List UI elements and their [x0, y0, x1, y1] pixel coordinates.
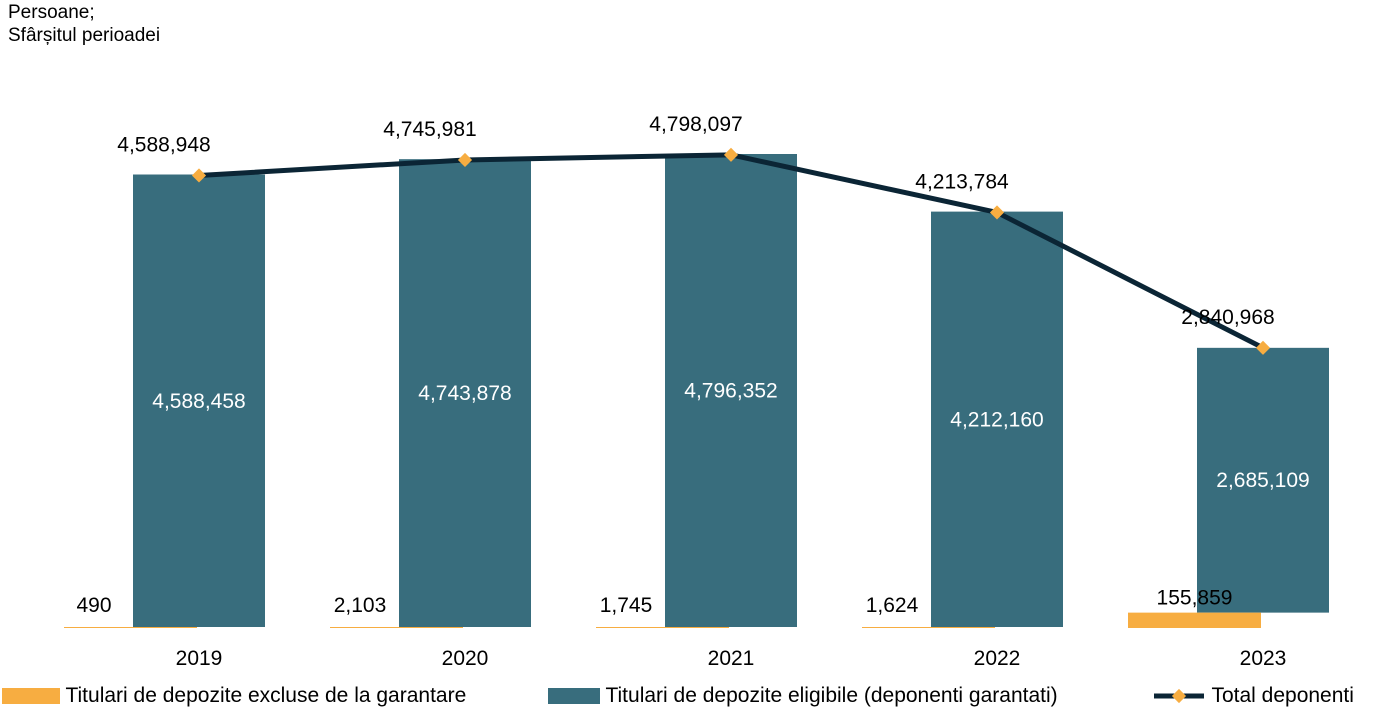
excluded-value-label-2021: 1,745	[600, 594, 653, 617]
excluded-bar-2022	[862, 627, 995, 628]
excluded-value-label-2020: 2,103	[334, 594, 387, 617]
total-value-label-2019: 4,588,948	[117, 133, 210, 156]
excluded-value-label-2022: 1,624	[866, 594, 919, 617]
x-tick-label-2023: 2023	[1240, 647, 1287, 670]
x-axis: 2019 2020 2021 2022 2023	[176, 647, 1287, 670]
excluded-bar-2019	[64, 627, 197, 628]
excluded-value-label-2023: 155,859	[1157, 587, 1233, 610]
eligible-value-label-2022: 4,212,160	[950, 408, 1043, 431]
x-tick-label-2022: 2022	[974, 647, 1021, 670]
excluded-bar-2020	[330, 627, 463, 628]
data-labels: 4,588,458 490 4,743,878 2,103 4,796,352 1,745…	[76, 113, 1309, 617]
eligible-value-label-2020: 4,743,878	[418, 382, 511, 405]
eligible-bar-2022	[931, 211, 1063, 628]
total-marker-2019	[191, 168, 207, 183]
legend-item-excluded: Titulari de depozite excluse de la garan…	[2, 684, 466, 708]
eligible-bars	[133, 154, 1329, 628]
x-tick-label-2019: 2019	[176, 647, 223, 670]
x-tick-label-2020: 2020	[442, 647, 489, 670]
x-tick-label-2021: 2021	[708, 647, 755, 670]
eligible-bar-2019	[133, 174, 265, 627]
legend-swatch-excluded	[2, 688, 60, 705]
excluded-bars	[64, 612, 1261, 628]
legend-item-eligible: Titulari de depozite eligibile (deponent…	[548, 684, 1058, 708]
excluded-bar-2021	[596, 627, 729, 628]
legend-line-marker-icon	[1154, 689, 1204, 704]
total-value-label-2020: 4,745,981	[383, 118, 476, 141]
excluded-bar-2023	[1128, 612, 1261, 628]
legend-swatch-eligible	[548, 688, 600, 705]
eligible-value-label-2023: 2,685,109	[1216, 469, 1309, 492]
total-value-label-2023: 2,840,968	[1181, 306, 1274, 329]
total-marker-2023	[1255, 340, 1271, 355]
total-marker-2021	[723, 147, 739, 162]
legend-item-total: Total deponenti	[1152, 684, 1354, 708]
excluded-value-label-2019: 490	[76, 594, 111, 617]
total-marker-2020	[457, 152, 473, 168]
eligible-value-label-2021: 4,796,352	[684, 380, 777, 403]
total-marker-2022	[989, 205, 1005, 220]
total-value-label-2021: 4,798,097	[649, 113, 742, 136]
total-value-label-2022: 4,213,784	[915, 170, 1009, 193]
unit-label-line2: Sfârșitul perioadei	[8, 25, 161, 46]
eligible-bar-2020	[399, 159, 531, 627]
unit-label-line1: Persoane;	[8, 2, 95, 23]
eligible-bar-2023	[1197, 347, 1329, 613]
legend-label-total: Total deponenti	[1211, 684, 1354, 707]
legend-label-eligible: Titulari de depozite eligibile (deponent…	[605, 684, 1058, 707]
total-line-layer	[191, 147, 1271, 355]
eligible-value-label-2019: 4,588,458	[152, 390, 245, 413]
eligible-bar-2021	[665, 154, 797, 627]
legend-label-excluded: Titulari de depozite excluse de la garan…	[65, 684, 467, 707]
